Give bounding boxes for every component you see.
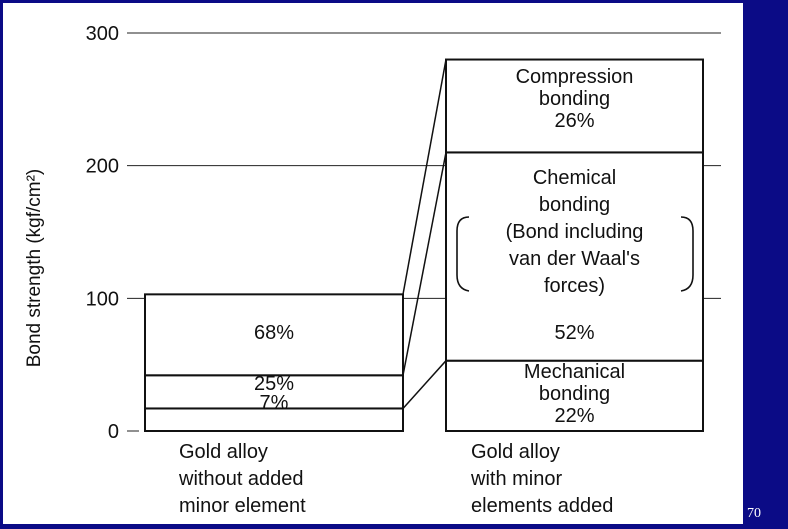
chart-panel: 0 100 200 300 7% 25% 68% Mechanical bonding 22% C… (3, 3, 743, 524)
y-tick-label-200: 200 (86, 156, 119, 178)
bar-2-segment-2-label-line-6: 52% (554, 322, 594, 344)
category-2-label-line-3: elements added (471, 495, 613, 517)
bar-1-segment-3-label-line-1: 68% (254, 322, 294, 344)
bar-2-segment-2-label-line-2: bonding (539, 194, 610, 216)
y-axis-label: Bond strength (kgf/cm²) (24, 169, 45, 368)
left-bracket (456, 216, 470, 292)
category-1-label-line-1: Gold alloy (179, 441, 268, 463)
bar-2-segment-3-label-line-2: bonding (539, 88, 610, 110)
bar-1-segment-2-label-line-1: 25% (254, 373, 294, 395)
bar-2-segment-3 (445, 58, 704, 154)
bar-2-segment-2-label-line-5: forces) (544, 275, 605, 297)
category-labels: Gold alloy without added minor element Gold… (178, 441, 613, 517)
stacked-bars (144, 58, 704, 433)
page-number: 70 (747, 506, 761, 521)
bar-2-segment-1-label-line-3: 22% (554, 405, 594, 427)
bar-2-segment-3-label-line-3: 26% (554, 110, 594, 132)
segment-labels: 7%25%68%Mechanicalbonding22%Chemicalbond… (254, 66, 694, 427)
category-2-label-line-2: with minor (470, 468, 562, 490)
bar-2-segment-2 (445, 151, 704, 362)
category-2-label-line-1: Gold alloy (471, 441, 560, 463)
bar-1-segment-2 (144, 374, 404, 410)
category-1-label-line-2: without added (178, 468, 304, 490)
bar-2-segment-2-label-line-4: van der Waal's (509, 248, 640, 270)
right-bracket (680, 216, 694, 292)
bar-2-segment-1-label-line-1: Mechanical (524, 361, 625, 383)
bar-2-segment-1-label-line-2: bonding (539, 383, 610, 405)
connector-line-1 (402, 360, 447, 409)
bar-1-segment-1-label-line-1: 7% (260, 392, 289, 414)
bar-connector-lines (402, 59, 447, 409)
bar-1-segment-3 (144, 293, 404, 377)
y-tick-label-300: 300 (86, 23, 119, 45)
y-tick-labels: 0 100 200 300 (86, 23, 119, 443)
bar-2-segment-1 (445, 359, 704, 433)
connector-line-3 (402, 59, 447, 295)
bar-2-segment-3-label-line-1: Compression (516, 66, 634, 88)
bar-2-segment-2-label-line-1: Chemical (533, 167, 616, 189)
category-1-label-line-3: minor element (179, 495, 306, 517)
y-tick-label-100: 100 (86, 288, 119, 310)
y-tick-label-0: 0 (108, 421, 119, 443)
connector-line-2 (402, 152, 447, 376)
bar-2-segment-2-label-line-3: (Bond including (506, 221, 644, 243)
